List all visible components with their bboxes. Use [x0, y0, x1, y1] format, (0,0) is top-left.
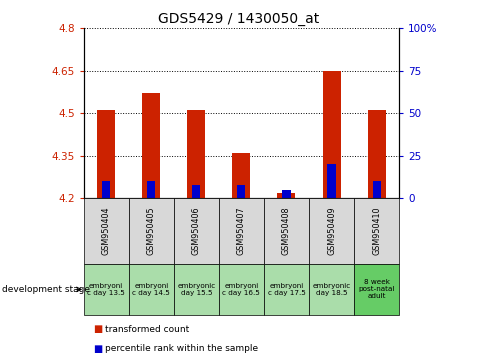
Text: GSM950407: GSM950407	[237, 207, 246, 255]
Text: GDS5429 / 1430050_at: GDS5429 / 1430050_at	[158, 12, 320, 27]
Bar	[192, 185, 200, 198]
Text: GSM950409: GSM950409	[327, 207, 336, 255]
Text: 8 week
post-natal
adult: 8 week post-natal adult	[358, 279, 395, 299]
Bar	[282, 190, 291, 198]
Text: GSM950410: GSM950410	[372, 207, 381, 255]
Bar	[372, 181, 380, 198]
Text: embryoni
c day 16.5: embryoni c day 16.5	[222, 283, 261, 296]
Bar	[97, 110, 115, 198]
Text: transformed count: transformed count	[105, 325, 189, 334]
Text: embryonic
day 18.5: embryonic day 18.5	[313, 283, 351, 296]
Bar	[238, 185, 245, 198]
Bar	[327, 164, 336, 198]
Text: GSM950404: GSM950404	[102, 207, 111, 255]
Text: percentile rank within the sample: percentile rank within the sample	[105, 344, 258, 353]
Bar	[323, 71, 340, 198]
Bar	[277, 193, 295, 198]
Text: development stage: development stage	[2, 285, 90, 294]
Bar	[142, 93, 160, 198]
Text: ■: ■	[93, 344, 102, 354]
Text: GSM950408: GSM950408	[282, 207, 291, 255]
Text: GSM950405: GSM950405	[147, 207, 156, 255]
Bar	[147, 181, 155, 198]
Bar	[368, 110, 386, 198]
Text: embryoni
c day 17.5: embryoni c day 17.5	[268, 283, 305, 296]
Text: embryoni
c day 13.5: embryoni c day 13.5	[87, 283, 125, 296]
Bar	[102, 181, 110, 198]
Bar	[232, 153, 250, 198]
Text: embryoni
c day 14.5: embryoni c day 14.5	[132, 283, 170, 296]
Text: ■: ■	[93, 324, 102, 334]
Text: GSM950406: GSM950406	[192, 207, 201, 255]
Bar	[187, 110, 206, 198]
Text: embryonic
day 15.5: embryonic day 15.5	[177, 283, 216, 296]
